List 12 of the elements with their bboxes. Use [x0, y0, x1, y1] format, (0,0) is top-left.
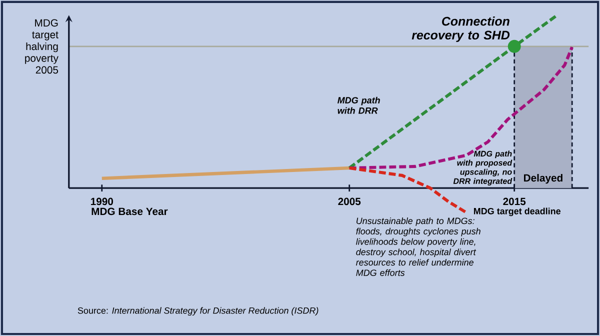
- text: Unsustainable path to MDGs: floods, droughts cyclones push livelihoods below poverty line, destroy school, hospital divert resources to relief undermine MDG efforts: [356, 217, 480, 276]
- x-tick-label: 1990: [91, 198, 113, 206]
- band-label: Delayed: [524, 174, 562, 184]
- source-note: Source: International Strategy for Disaster Reduction (ISDR): [78, 307, 318, 316]
- annotation: MDG path with proposed upscaling, no DRR integrated: [453, 150, 512, 186]
- annotation: MDG target deadline: [474, 208, 561, 216]
- ref-line-label: MDG target halving poverty 2005: [25, 19, 58, 74]
- annotation: MDG path with DRR: [338, 96, 380, 114]
- x-tick-label: 2005: [338, 198, 361, 206]
- annotation: Connection recovery to SHD: [412, 16, 510, 42]
- x-tick-label: 2015: [503, 198, 526, 206]
- annotation: MDG Base Year: [92, 208, 168, 216]
